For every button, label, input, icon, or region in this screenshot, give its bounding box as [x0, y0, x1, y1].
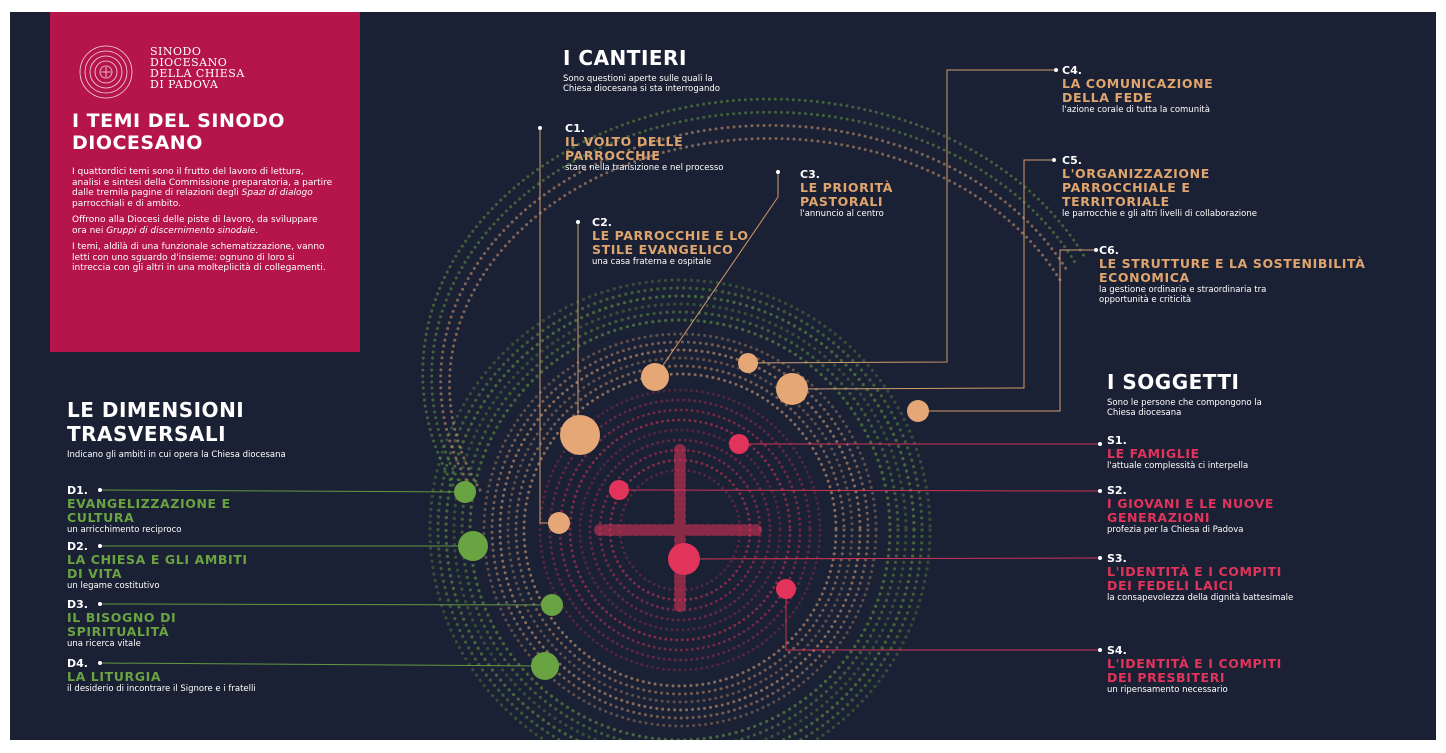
section-title: LE DIMENSIONI TRASVERSALI: [67, 398, 367, 446]
theme-title: L'ORGANIZZAZIONE PARROCCHIALE E TERRITOR…: [1062, 167, 1252, 209]
theme-description: una casa fraterna e ospitale: [592, 257, 782, 267]
theme-item: S3.L'IDENTITÀ E I COMPITI DEI FEDELI LAI…: [1107, 552, 1347, 603]
theme-item: C6.LE STRUTTURE E LA SOSTENIBILITÀ ECONO…: [1099, 244, 1419, 305]
theme-node: [776, 373, 808, 405]
section-subtitle: Sono questioni aperte sulle quali la Chi…: [563, 74, 743, 94]
theme-node: [560, 415, 600, 455]
theme-item: S4.L'IDENTITÀ E I COMPITI DEI PRESBITERI…: [1107, 644, 1347, 695]
connector: [619, 490, 1100, 491]
section-header: I SOGGETTI Sono le persone che compongono…: [1107, 370, 1327, 418]
theme-description: un arricchimento reciproco: [67, 525, 257, 535]
connector-dot: [1098, 556, 1102, 560]
theme-item: S1.LE FAMIGLIEl'attuale complessità ci i…: [1107, 434, 1347, 471]
theme-description: le parrocchie e gli altri livelli di col…: [1062, 209, 1332, 219]
theme-description: la gestione ordinaria e straordinaria tr…: [1099, 285, 1269, 305]
connector-dot: [538, 126, 542, 130]
dotted-arc: [449, 138, 1060, 490]
connector-dot: [776, 170, 780, 174]
connector: [918, 250, 1096, 411]
theme-title: I GIOVANI E LE NUOVE GENERAZIONI: [1107, 497, 1307, 525]
intro-body: I quattordici temi sono il frutto del la…: [72, 167, 334, 280]
intro-paragraph: I quattordici temi sono il frutto del la…: [72, 167, 334, 209]
theme-title: LA LITURGIA: [67, 670, 257, 684]
theme-item: D3.IL BISOGNO DI SPIRITUALITÀuna ricerca…: [67, 598, 407, 649]
theme-description: l'annuncio al centro: [800, 209, 990, 219]
theme-node: [458, 531, 488, 561]
theme-description: un ripensamento necessario: [1107, 685, 1297, 695]
section-subtitle: Sono le persone che compongono la Chiesa…: [1107, 398, 1287, 418]
theme-description: l'attuale complessità ci interpella: [1107, 461, 1297, 471]
theme-description: profezia per la Chiesa di Padova: [1107, 525, 1297, 535]
logo-emblem: [76, 42, 136, 102]
intro-text: I temi, aldilà di una funzionale schemat…: [72, 242, 326, 273]
theme-title: LE FAMIGLIE: [1107, 447, 1307, 461]
section-subtitle: Indicano gli ambiti in cui opera la Chie…: [67, 450, 387, 460]
theme-node: [729, 434, 749, 454]
theme-description: stare nella transizione e nel processo: [565, 163, 735, 173]
intro-title: I TEMI DEL SINODO DIOCESANO: [72, 110, 352, 154]
intro-text: .: [255, 226, 258, 236]
theme-description: un legame costitutivo: [67, 581, 257, 591]
theme-item: D4.LA LITURGIAil desiderio di incontrare…: [67, 657, 407, 694]
intro-paragraph: I temi, aldilà di una funzionale schemat…: [72, 242, 334, 274]
theme-title: IL VOLTO DELLE PARROCCHIE: [565, 135, 755, 163]
connector: [684, 558, 1100, 559]
connector: [655, 172, 778, 377]
theme-description: il desiderio di incontrare il Signore e …: [67, 684, 257, 694]
intro-emphasis: Spazi di dialogo: [242, 188, 313, 198]
intro-paragraph: Offrono alla Diocesi delle piste di lavo…: [72, 215, 334, 236]
section-header: I CANTIERI Sono questioni aperte sulle qu…: [563, 46, 863, 94]
theme-node: [907, 400, 929, 422]
theme-title: L'IDENTITÀ E I COMPITI DEI PRESBITERI: [1107, 657, 1307, 685]
theme-item: C1.IL VOLTO DELLE PARROCCHIEstare nella …: [565, 122, 755, 173]
page: SINODODIOCESANODELLA CHIESADI PADOVA I T…: [0, 0, 1446, 753]
section-title: I CANTIERI: [563, 46, 863, 70]
theme-node: [548, 512, 570, 534]
theme-title: IL BISOGNO DI SPIRITUALITÀ: [67, 611, 257, 639]
theme-title: LE STRUTTURE E LA SOSTENIBILITÀ ECONOMIC…: [1099, 257, 1409, 285]
theme-node: [454, 481, 476, 503]
theme-node: [668, 543, 700, 575]
connector-dot: [1098, 489, 1102, 493]
intro-text: parrocchiali e di ambito.: [72, 199, 181, 209]
connector-dot: [1098, 442, 1102, 446]
theme-title: LA CHIESA E GLI AMBITI DI VITA: [67, 553, 257, 581]
connector-dot: [576, 220, 580, 224]
theme-title: LE PRIORITÀ PASTORALI: [800, 181, 930, 209]
theme-node: [531, 652, 559, 680]
theme-item: C2.LE PARROCCHIE E LO STILE EVANGELICOun…: [592, 216, 772, 267]
logo-line: DI PADOVA: [150, 79, 245, 90]
connector-dot: [1052, 158, 1056, 162]
theme-title: LA COMUNICAZIONE DELLA FEDE: [1062, 77, 1242, 105]
theme-node: [641, 363, 669, 391]
intro-emphasis: Gruppi di discernimento sinodale: [106, 226, 255, 236]
theme-title: LE PARROCCHIE E LO STILE EVANGELICO: [592, 229, 772, 257]
theme-description: la consapevolezza della dignità battesim…: [1107, 593, 1297, 603]
connector-dot: [1094, 248, 1098, 252]
connector: [540, 128, 559, 523]
theme-node: [609, 480, 629, 500]
theme-item: C5.L'ORGANIZZAZIONE PARROCCHIALE E TERRI…: [1062, 154, 1332, 219]
connector-dot: [1098, 648, 1102, 652]
theme-description: l'azione corale di tutta la comunità: [1062, 105, 1252, 115]
connector-dot: [1054, 68, 1058, 72]
theme-description: una ricerca vitale: [67, 639, 257, 649]
section-title: I SOGGETTI: [1107, 370, 1327, 394]
connector: [786, 589, 1100, 650]
theme-node: [541, 594, 563, 616]
theme-title: L'IDENTITÀ E I COMPITI DEI FEDELI LAICI: [1107, 565, 1307, 593]
theme-node: [738, 353, 758, 373]
theme-title: EVANGELIZZAZIONE E CULTURA: [67, 497, 257, 525]
theme-node: [776, 579, 796, 599]
